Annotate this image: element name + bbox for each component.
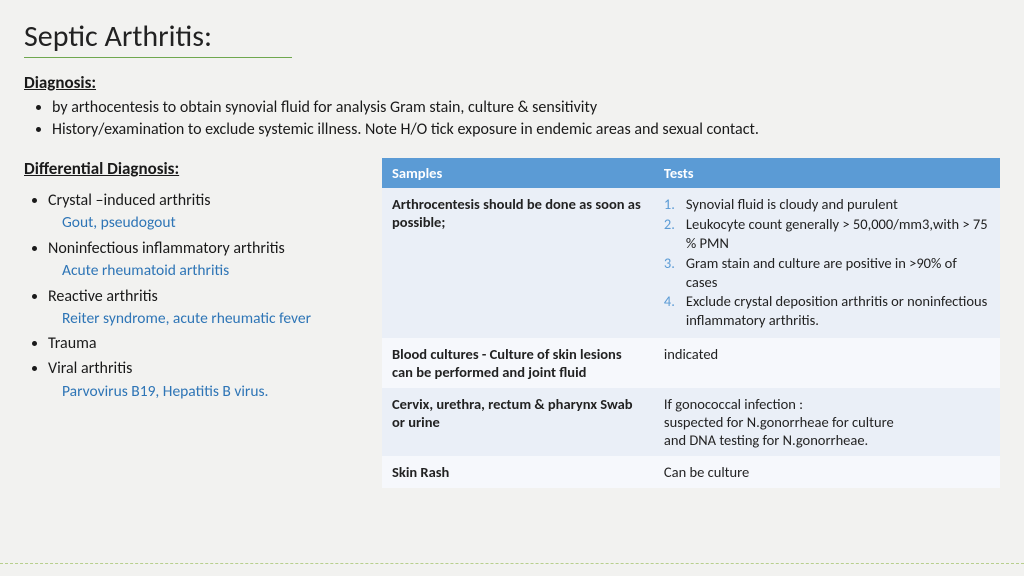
table-header-row: Samples Tests xyxy=(382,158,1000,188)
cell-sample: Cervix, urethra, rectum & pharynx Swab o… xyxy=(382,388,654,456)
tests-list-item: Synovial fluid is cloudy and purulent xyxy=(664,195,990,214)
header-samples: Samples xyxy=(382,158,654,188)
diff-main: Crystal –induced arthritis xyxy=(48,191,211,210)
differential-heading: Differential Diagnosis: xyxy=(24,158,364,179)
diff-item: Viral arthritis Parvovirus B19, Hepatiti… xyxy=(48,357,364,403)
samples-table-wrap: Samples Tests Arthrocentesis should be d… xyxy=(382,158,1000,488)
diff-sub: Gout, pseudogout xyxy=(48,212,364,234)
diff-item: Crystal –induced arthritis Gout, pseudog… xyxy=(48,189,364,235)
diff-item: Trauma xyxy=(48,332,364,355)
cell-sample: Arthrocentesis should be done as soon as… xyxy=(382,188,654,338)
diff-sub: Reiter syndrome, acute rheumatic fever xyxy=(48,308,364,330)
table-row: Arthrocentesis should be done as soon as… xyxy=(382,188,1000,338)
diff-main: Trauma xyxy=(48,334,97,353)
diff-item: Noninfectious inflammatory arthritis Acu… xyxy=(48,237,364,283)
cell-tests: Can be culture xyxy=(654,456,1000,488)
differential-section: Differential Diagnosis: Crystal –induced… xyxy=(24,158,364,488)
diff-item: Reactive arthritis Reiter syndrome, acut… xyxy=(48,285,364,331)
table-row: Skin Rash Can be culture xyxy=(382,456,1000,488)
differential-list: Crystal –induced arthritis Gout, pseudog… xyxy=(24,189,364,403)
diff-main: Viral arthritis xyxy=(48,359,132,378)
tests-list-item: Leukocyte count generally > 50,000/mm3,w… xyxy=(664,215,990,253)
table-row: Blood cultures - Culture of skin lesions… xyxy=(382,338,1000,388)
cell-tests: indicated xyxy=(654,338,1000,388)
tests-list-item: Gram stain and culture are positive in >… xyxy=(664,254,990,292)
cell-tests: If gonococcal infection : suspected for … xyxy=(654,388,1000,456)
diff-main: Reactive arthritis xyxy=(48,287,158,306)
diagnosis-item: History/examination to exclude systemic … xyxy=(52,119,1000,141)
cell-sample: Skin Rash xyxy=(382,456,654,488)
samples-table: Samples Tests Arthrocentesis should be d… xyxy=(382,158,1000,488)
diff-sub: Acute rheumatoid arthritis xyxy=(48,260,364,282)
diagnosis-list: by arthocentesis to obtain synovial flui… xyxy=(24,97,1000,140)
table-row: Cervix, urethra, rectum & pharynx Swab o… xyxy=(382,388,1000,456)
diff-main: Noninfectious inflammatory arthritis xyxy=(48,239,285,258)
content-row: Differential Diagnosis: Crystal –induced… xyxy=(24,158,1000,488)
tests-list-item: Exclude crystal deposition arthritis or … xyxy=(664,292,990,330)
diagnosis-section: Diagnosis: by arthocentesis to obtain sy… xyxy=(24,72,1000,140)
cell-sample: Blood cultures - Culture of skin lesions… xyxy=(382,338,654,388)
diagnosis-item: by arthocentesis to obtain synovial flui… xyxy=(52,97,1000,119)
tests-list: Synovial fluid is cloudy and purulent Le… xyxy=(664,195,990,330)
diff-sub: Parvovirus B19, Hepatitis B virus. xyxy=(48,381,364,403)
divider-dashed xyxy=(0,563,1024,564)
cell-tests: Synovial fluid is cloudy and purulent Le… xyxy=(654,188,1000,338)
page-title: Septic Arthritis: xyxy=(24,18,292,58)
header-tests: Tests xyxy=(654,158,1000,188)
diagnosis-heading: Diagnosis: xyxy=(24,72,1000,93)
